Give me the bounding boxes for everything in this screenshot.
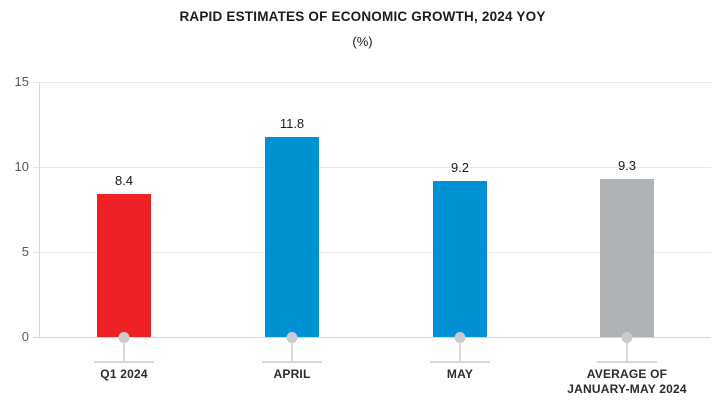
- category-label-april: APRIL: [273, 367, 311, 381]
- bar-group-may: 9.2 MAY: [376, 0, 544, 404]
- gridline-5: [33, 252, 711, 253]
- axis-dot: [454, 332, 466, 343]
- tick-stem: [459, 337, 461, 362]
- bar-value-label: 11.8: [279, 115, 305, 131]
- gridline-10: [33, 167, 711, 168]
- bar-may[interactable]: [433, 180, 487, 337]
- axis-dot: [621, 332, 633, 343]
- bar-group-q1-2024: 8.4 Q1 2024: [40, 0, 208, 404]
- chart-subtitle: (%): [352, 34, 373, 49]
- y-axis-tick-0: 0: [21, 329, 29, 344]
- bar-value-label: 9.3: [617, 158, 637, 173]
- bar-average-january-may[interactable]: [600, 179, 654, 337]
- tick-stem: [626, 337, 628, 362]
- bar-value-label: 9.2: [450, 159, 470, 175]
- tick-stem: [291, 337, 293, 362]
- bar-group-average: 9.3 AVERAGE OF JANUARY-MAY 2024: [543, 0, 711, 404]
- y-axis-tick-5: 5: [21, 244, 29, 259]
- category-label-q1-2024: Q1 2024: [100, 367, 148, 381]
- category-label-may: MAY: [446, 367, 474, 381]
- tick-bracket: [597, 361, 657, 363]
- bar-april[interactable]: [265, 136, 319, 337]
- tick-stem: [123, 337, 125, 362]
- category-label-average: AVERAGE OF JANUARY-MAY 2024: [567, 367, 687, 396]
- y-axis-tick-10: 10: [14, 159, 29, 174]
- tick-bracket: [430, 361, 490, 363]
- tick-bracket: [94, 361, 154, 363]
- bar-q1-2024[interactable]: [97, 194, 151, 337]
- x-axis-baseline: [33, 337, 711, 338]
- gridline-15: [33, 82, 711, 83]
- y-axis-tick-15: 15: [14, 74, 29, 89]
- tick-bracket: [262, 361, 322, 363]
- chart-title: RAPID ESTIMATES OF ECONOMIC GROWTH, 2024…: [179, 9, 546, 24]
- y-axis-line: [39, 82, 40, 337]
- axis-dot: [118, 332, 130, 343]
- bar-group-april: 11.8 APRIL: [208, 0, 376, 404]
- bar-value-label: 8.4: [114, 173, 134, 188]
- axis-dot: [286, 332, 298, 343]
